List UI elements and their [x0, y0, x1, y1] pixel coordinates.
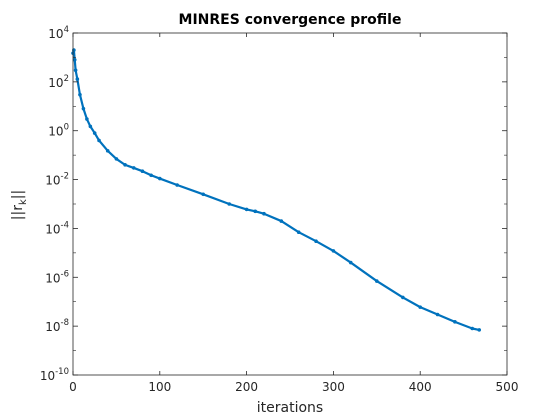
data-point: [73, 68, 78, 72]
data-point: [140, 169, 145, 174]
data-point: [348, 260, 353, 265]
data-point: [158, 176, 162, 181]
data-point: [470, 326, 475, 331]
y-tick-label-base: 10: [48, 27, 63, 41]
y-tick-label-base: 10: [48, 125, 63, 139]
y-tick-label-base: 10: [45, 222, 60, 236]
x-tick-label: 400: [409, 380, 432, 394]
data-point: [401, 295, 405, 300]
data-point: [477, 328, 482, 332]
x-tick-label: 200: [235, 380, 258, 394]
y-tick-label-exponent: 4: [64, 25, 69, 35]
data-point: [279, 219, 284, 223]
y-tick-label-exponent: -10: [55, 367, 69, 377]
chart-title: MINRES convergence profile: [179, 12, 402, 28]
data-point: [85, 117, 89, 121]
data-point: [72, 58, 77, 62]
series-layer: [71, 48, 482, 332]
data-point: [201, 192, 205, 197]
data-point: [262, 211, 266, 216]
y-tick-label: 10-10: [40, 367, 69, 383]
data-point: [75, 77, 80, 81]
y-tick-label-exponent: -8: [61, 318, 69, 328]
y-tick-label: 10-8: [45, 318, 69, 334]
data-point: [105, 149, 110, 153]
y-tick-label-exponent: -6: [61, 269, 69, 279]
x-tick-label: 300: [322, 380, 345, 394]
data-point: [114, 157, 119, 161]
data-point: [453, 320, 457, 324]
y-axis-label: ||rk||: [10, 190, 29, 220]
plot-area: [73, 33, 507, 375]
x-axis-label: iterations: [257, 400, 323, 416]
data-point: [78, 92, 82, 97]
y-tick-label-exponent: -4: [61, 220, 69, 230]
data-point: [81, 106, 86, 111]
data-point: [88, 124, 93, 129]
y-axis-label-subscript: k: [18, 199, 29, 205]
data-point: [296, 230, 301, 235]
y-tick-label-base: 10: [45, 271, 60, 285]
y-tick-label: 102: [48, 74, 69, 90]
data-point: [175, 183, 179, 187]
y-tick-label: 10-2: [45, 172, 69, 188]
y-tick-label-exponent: 2: [64, 74, 69, 84]
y-tick-label-base: 10: [40, 369, 55, 383]
data-point: [227, 202, 232, 206]
data-point: [92, 131, 97, 135]
data-point: [97, 138, 101, 143]
axes-layer: 0 100 200 300 400 50010-1010-810-610-410-2100…: [40, 25, 519, 394]
data-point: [314, 239, 318, 243]
y-axis-label-main: ||r: [10, 205, 26, 220]
data-point: [331, 249, 336, 253]
data-point: [149, 173, 153, 178]
y-axis-label-end: ||: [10, 190, 26, 199]
y-tick-label: 10-4: [45, 220, 69, 236]
data-point: [435, 312, 440, 317]
series-line: [71, 48, 481, 332]
data-point: [131, 166, 136, 170]
y-tick-label: 10-6: [45, 269, 69, 285]
y-tick-label-base: 10: [48, 76, 63, 90]
plot-background: [73, 33, 507, 375]
data-point: [253, 209, 258, 214]
y-tick-label-exponent: 0: [64, 123, 69, 133]
data-point: [244, 207, 249, 212]
x-tick-label: 100: [148, 380, 171, 394]
data-point: [123, 163, 127, 167]
data-point: [418, 305, 423, 309]
y-tick-label: 100: [48, 123, 69, 139]
y-tick-label-base: 10: [45, 320, 60, 334]
y-tick-label-base: 10: [45, 174, 60, 188]
x-tick-label: 500: [496, 380, 519, 394]
y-tick-label: 104: [48, 25, 69, 41]
x-tick-label: 0: [69, 380, 77, 394]
data-point: [375, 279, 379, 283]
y-tick-label-exponent: -2: [61, 172, 69, 182]
